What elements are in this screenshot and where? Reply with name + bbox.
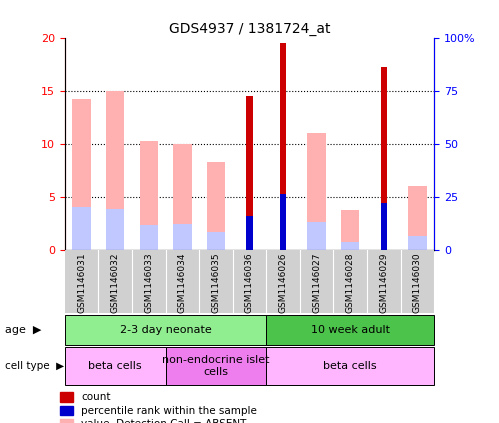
Bar <box>207 162 225 250</box>
Bar <box>98 250 132 313</box>
Text: age  ▶: age ▶ <box>5 325 41 335</box>
Bar <box>132 250 166 313</box>
Bar <box>166 347 266 385</box>
Text: GSM1146029: GSM1146029 <box>379 253 388 313</box>
Bar <box>266 315 434 345</box>
Bar <box>140 225 158 250</box>
Bar <box>307 133 326 250</box>
Text: GSM1146031: GSM1146031 <box>77 253 86 313</box>
Bar <box>199 250 233 313</box>
Bar <box>341 211 359 250</box>
Text: GSM1146028: GSM1146028 <box>346 253 355 313</box>
Bar <box>300 250 333 313</box>
Bar <box>140 141 158 250</box>
Bar <box>280 194 286 250</box>
Text: GSM1146034: GSM1146034 <box>178 253 187 313</box>
Bar <box>408 236 427 250</box>
Bar <box>233 250 266 313</box>
Text: beta cells: beta cells <box>323 361 377 371</box>
Text: 10 week adult: 10 week adult <box>311 325 390 335</box>
Text: GSM1146026: GSM1146026 <box>278 253 287 313</box>
Bar <box>72 99 91 250</box>
Bar <box>307 222 326 250</box>
Bar <box>381 203 387 250</box>
Text: GSM1146035: GSM1146035 <box>212 253 221 313</box>
Text: non-endocrine islet
cells: non-endocrine islet cells <box>162 355 269 377</box>
Bar <box>207 232 225 250</box>
Text: beta cells: beta cells <box>88 361 142 371</box>
Text: GSM1146033: GSM1146033 <box>144 253 153 313</box>
Bar <box>266 347 434 385</box>
Bar <box>173 224 192 250</box>
Bar <box>333 250 367 313</box>
Bar <box>341 242 359 250</box>
Bar <box>408 186 427 250</box>
Bar <box>266 250 300 313</box>
Bar <box>65 250 98 313</box>
Bar <box>247 96 252 250</box>
Bar <box>106 91 124 250</box>
Bar <box>401 250 434 313</box>
Text: cell type  ▶: cell type ▶ <box>5 361 64 371</box>
Text: GSM1146036: GSM1146036 <box>245 253 254 313</box>
Text: GSM1146030: GSM1146030 <box>413 253 422 313</box>
Title: GDS4937 / 1381724_at: GDS4937 / 1381724_at <box>169 22 330 36</box>
Bar <box>166 250 199 313</box>
Bar <box>72 207 91 250</box>
Text: GSM1146032: GSM1146032 <box>111 253 120 313</box>
Text: 2-3 day neonate: 2-3 day neonate <box>120 325 212 335</box>
Bar <box>280 44 286 250</box>
Bar <box>247 216 252 250</box>
Bar <box>65 347 166 385</box>
Text: GSM1146027: GSM1146027 <box>312 253 321 313</box>
Bar <box>381 67 387 250</box>
Legend: count, percentile rank within the sample, value, Detection Call = ABSENT, rank, : count, percentile rank within the sample… <box>60 392 257 423</box>
Bar <box>106 209 124 250</box>
Bar <box>173 144 192 250</box>
Bar <box>65 315 266 345</box>
Bar <box>367 250 401 313</box>
